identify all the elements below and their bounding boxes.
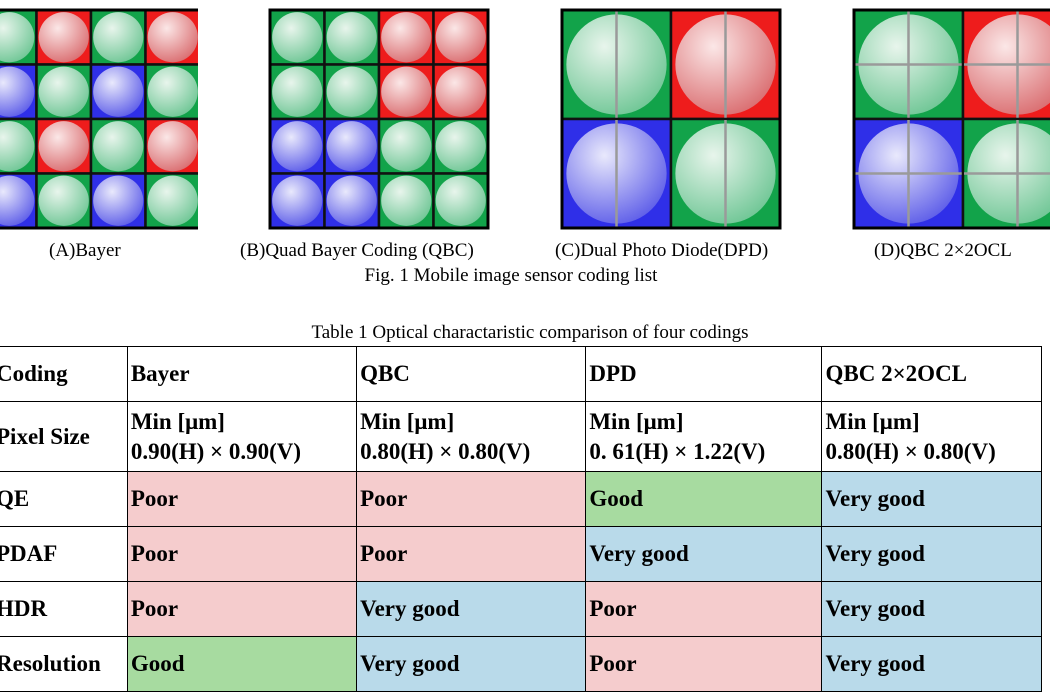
pixel-size-row: Pixel Size Min [μm] 0.90(H) × 0.90(V) Min… — [0, 401, 1042, 472]
panel-b-caption: (B)Quad Bayer Coding (QBC) — [240, 240, 474, 261]
rating-row-resolution: Resolution Good Very good Poor Very good — [0, 636, 1042, 692]
pixel-size-value: 0.90(H) × 0.90(V) — [130, 438, 302, 464]
pixel-size-value: 0.80(H) × 0.80(V) — [825, 438, 996, 464]
dpd-sensor-diagram — [560, 8, 782, 230]
microlens — [272, 121, 323, 172]
row-label: HDR — [0, 581, 128, 637]
microlens — [272, 12, 323, 63]
microlens — [147, 66, 198, 117]
microlens — [38, 66, 89, 117]
microlens — [435, 66, 486, 117]
pixel-size-unit: Min [μm] — [825, 408, 920, 434]
rating-cell: Very good — [821, 526, 1042, 582]
microlens — [147, 175, 198, 226]
microlens — [147, 12, 198, 63]
pixel-size-cell: Min [μm] 0.80(H) × 0.80(V) — [356, 401, 587, 472]
rating-cell: Good — [585, 471, 823, 527]
pixel-size-cell: Min [μm] 0.80(H) × 0.80(V) — [821, 401, 1042, 472]
panel-c-caption: (C)Dual Photo Diode(DPD) — [555, 240, 769, 261]
panel-d-caption: (D)QBC 2×2OCL — [874, 240, 1012, 261]
microlens — [0, 66, 35, 117]
microlens — [326, 121, 377, 172]
microlens — [381, 175, 432, 226]
header-cell-coding: Coding — [0, 346, 128, 402]
pixel-size-value: 0.80(H) × 0.80(V) — [360, 438, 531, 464]
microlens — [93, 121, 144, 172]
rating-cell: Poor — [126, 581, 358, 637]
rating-cell: Poor — [356, 471, 587, 527]
pixel-size-unit: Min [μm] — [360, 408, 455, 434]
pixel-size-unit: Min [μm] — [130, 408, 225, 434]
comparison-table: Coding Bayer QBC DPD QBC 2×2OCL Pixel Si… — [0, 346, 1042, 692]
microlens — [0, 121, 35, 172]
qbc-sensor-diagram — [268, 8, 490, 230]
figure-caption: Fig. 1 Mobile image sensor coding list — [364, 265, 658, 286]
microlens — [147, 121, 198, 172]
pixel-size-cell: Min [μm] 0. 61(H) × 1.22(V) — [585, 401, 823, 472]
microlens — [381, 121, 432, 172]
rating-row-hdr: HDR Poor Very good Poor Very good — [0, 581, 1042, 637]
pixel-size-value: 0. 61(H) × 1.22(V) — [589, 438, 766, 464]
microlens — [326, 66, 377, 117]
bayer-sensor-diagram — [0, 8, 198, 230]
table-header-row: Coding Bayer QBC DPD QBC 2×2OCL — [0, 346, 1042, 402]
rating-cell: Poor — [356, 526, 587, 582]
table-caption: Table 1 Optical charactaristic compariso… — [311, 322, 749, 343]
microlens — [93, 12, 144, 63]
microlens — [272, 175, 323, 226]
microlens — [435, 175, 486, 226]
rating-cell: Very good — [821, 471, 1042, 527]
microlens — [435, 12, 486, 63]
rating-cell: Very good — [585, 526, 823, 582]
pixel-size-unit: Min [μm] — [589, 408, 684, 434]
microlens — [326, 175, 377, 226]
row-label: QE — [0, 471, 128, 527]
rating-cell: Poor — [126, 526, 358, 582]
microlens — [381, 12, 432, 63]
header-cell-qbc: QBC — [356, 346, 587, 402]
microlens — [435, 121, 486, 172]
microlens — [0, 175, 35, 226]
rating-cell: Poor — [585, 636, 823, 692]
header-cell-bayer: Bayer — [126, 346, 358, 402]
header-cell-qbc-2x2ocl: QBC 2×2OCL — [821, 346, 1042, 402]
microlens — [38, 121, 89, 172]
rating-row-pdaf: PDAF Poor Poor Very good Very good — [0, 526, 1042, 582]
microlens — [0, 12, 35, 63]
header-cell-dpd: DPD — [585, 346, 823, 402]
rating-cell: Very good — [821, 581, 1042, 637]
row-label: PDAF — [0, 526, 128, 582]
microlens — [381, 66, 432, 117]
microlens — [93, 175, 144, 226]
rating-cell: Very good — [356, 636, 587, 692]
row-label: Pixel Size — [0, 401, 128, 472]
rating-cell: Very good — [356, 581, 587, 637]
panel-a-caption: (A)Bayer — [49, 240, 121, 261]
rating-row-qe: QE Poor Poor Good Very good — [0, 471, 1042, 527]
pixel-size-cell: Min [μm] 0.90(H) × 0.90(V) — [126, 401, 358, 472]
rating-cell: Poor — [126, 471, 358, 527]
row-label: Resolution — [0, 636, 128, 692]
microlens — [38, 12, 89, 63]
microlens — [38, 175, 89, 226]
rating-cell: Good — [126, 636, 358, 692]
microlens — [93, 66, 144, 117]
rating-cell: Poor — [585, 581, 823, 637]
microlens — [326, 12, 377, 63]
qbc-2x2ocl-sensor-diagram — [852, 8, 1050, 230]
microlens — [272, 66, 323, 117]
rating-cell: Very good — [821, 636, 1042, 692]
